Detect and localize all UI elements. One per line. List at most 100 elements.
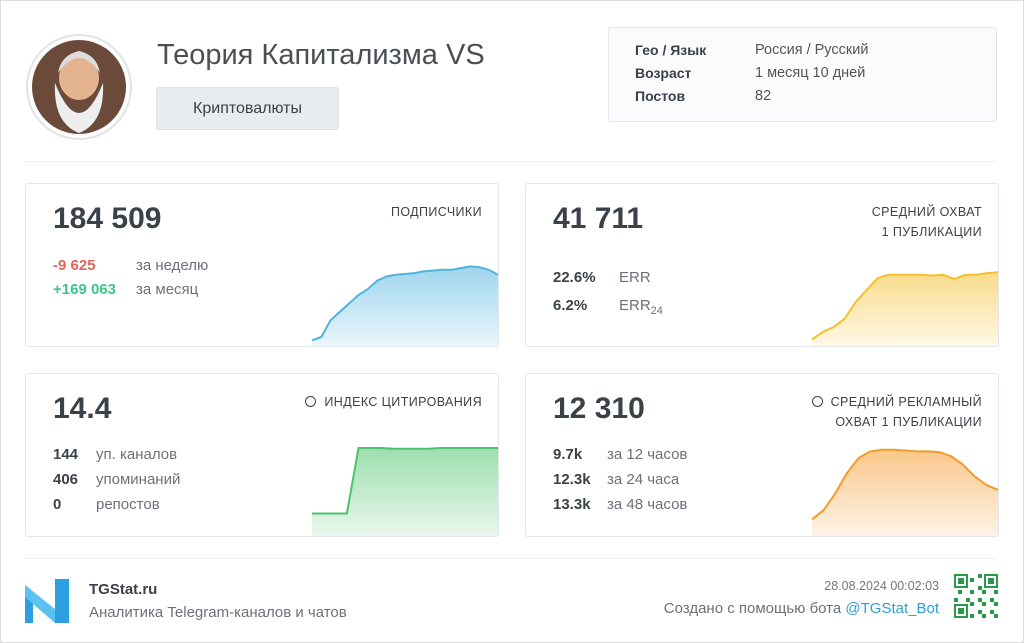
stat-value: 12.3k <box>553 471 591 488</box>
stat-card: 12 310 СРЕДНИЙ РЕКЛАМНЫЙ ОХВАТ 1 ПУБЛИКАЦИ… <box>525 373 999 537</box>
qr-cell <box>990 610 994 614</box>
sparkline-line <box>312 447 498 515</box>
stat-label: ERR <box>619 269 651 286</box>
info-label: Гео / Язык <box>635 42 707 58</box>
stat-label-text: за 48 часов <box>607 496 688 513</box>
card-heading: СРЕДНИЙ РЕКЛАМНЫЙ ОХВАТ 1 ПУБЛИКАЦИИ <box>811 392 982 432</box>
stat-card: 41 711 СРЕДНИЙ ОХВАТ 1 ПУБЛИКАЦИИ 22.6% ERR 6… <box>525 183 999 347</box>
qr-finder <box>984 574 998 588</box>
stat-value: +169 063 <box>53 281 116 298</box>
stat-value: 0 <box>53 496 62 513</box>
heading-line: ОХВАТ 1 ПУБЛИКАЦИИ <box>812 412 982 432</box>
created-text: Создано с помощью бота <box>663 600 842 617</box>
stat-card: 14.4 ИНДЕКС ЦИТИРОВАНИЯ 144 уп. каналов 406 у… <box>25 373 499 537</box>
heading-line: СРЕДНИЙ ОХВАТ <box>872 202 982 222</box>
heading-line: ПОДПИСЧИКИ <box>391 202 482 222</box>
stat-card: 184 509 ПОДПИСЧИКИ -9 625 за неделю +169 063… <box>25 183 499 347</box>
qr-finder <box>988 578 994 584</box>
heading-line: ИНДЕКС ЦИТИРОВАНИЯ <box>305 392 482 412</box>
qr-cell <box>994 602 998 606</box>
stat-value: -9 625 <box>53 257 96 274</box>
heading-line: 1 ПУБЛИКАЦИИ <box>872 222 982 242</box>
qr-cell <box>978 574 982 578</box>
sparkline-line <box>312 265 498 342</box>
stat-label-text: за неделю <box>136 257 209 274</box>
qr-code <box>954 574 998 618</box>
qr-finder <box>954 604 968 618</box>
stat-label-text: за 24 часа <box>607 471 680 488</box>
separator <box>25 558 997 559</box>
heading-text: ОХВАТ 1 ПУБЛИКАЦИИ <box>835 415 982 429</box>
sparkline <box>812 448 998 536</box>
stat-label: за 24 часа <box>607 471 679 488</box>
stat-value: 9.7k <box>553 446 583 463</box>
info-value: 1 месяц 10 дней <box>755 65 866 81</box>
sparkline-area <box>812 449 998 536</box>
avatar <box>26 34 132 140</box>
card-heading: СРЕДНИЙ ОХВАТ 1 ПУБЛИКАЦИИ <box>872 202 982 242</box>
main-value: 41 711 <box>553 202 644 235</box>
sparkline-area <box>312 266 498 346</box>
stat-label: за месяц <box>136 281 198 298</box>
card-heading: ИНДЕКС ЦИТИРОВАНИЯ <box>305 392 482 412</box>
qr-cell <box>970 614 974 618</box>
info-value: Россия / Русский <box>755 42 869 58</box>
card-heading: ПОДПИСЧИКИ <box>391 202 482 222</box>
stat-value: 22.6% <box>553 269 596 286</box>
help-icon <box>305 396 317 407</box>
stat-label: репостов <box>96 496 160 513</box>
qr-cell <box>970 578 974 582</box>
stat-value: 144 <box>53 446 79 463</box>
qr-finder <box>954 574 968 588</box>
stat-value: 6.2% <box>553 297 588 314</box>
heading-text: ИНДЕКС ЦИТИРОВАНИЯ <box>324 395 482 409</box>
sparkline-area <box>812 272 998 346</box>
separator <box>25 161 997 162</box>
heading-text: ПОДПИСЧИКИ <box>390 205 482 219</box>
logo <box>25 579 69 623</box>
brand[interactable]: TGStat.ru <box>89 581 158 598</box>
sparkline-area <box>312 448 498 536</box>
stat-label-sub: 24 <box>650 305 663 317</box>
qr-cell <box>994 614 998 618</box>
stat-label-text: ERR <box>619 269 651 286</box>
stat-label-text: уп. каналов <box>96 446 178 463</box>
qr-cell <box>990 598 994 602</box>
sparkline-line <box>812 448 998 521</box>
stat-label-text: за месяц <box>136 281 199 298</box>
category-tag[interactable]: Криптовалюты <box>156 87 339 130</box>
help-icon <box>811 396 823 407</box>
stat-label-text: упоминаний <box>96 471 181 488</box>
heading-line: СРЕДНИЙ РЕКЛАМНЫЙ <box>811 392 982 412</box>
sparkline <box>312 265 498 346</box>
qr-cell <box>958 590 962 594</box>
channel-title: Теория Капитализма VS <box>157 39 485 71</box>
stat-label: за неделю <box>136 257 208 274</box>
heading-text: СРЕДНИЙ ОХВАТ <box>871 205 982 219</box>
heading-text: 1 ПУБЛИКАЦИИ <box>881 225 982 239</box>
stat-label-text: за 12 часов <box>607 446 688 463</box>
sparkline <box>812 271 998 346</box>
stat-label: уп. каналов <box>96 446 177 463</box>
qr-cell <box>970 602 974 606</box>
qr-cell <box>982 590 986 594</box>
stat-label: за 12 часов <box>607 446 687 463</box>
qr-cell <box>954 598 958 602</box>
stat-label-text: ERR <box>619 297 651 314</box>
sparkline-line <box>812 271 998 341</box>
qr-finder <box>958 578 964 584</box>
timestamp: 28.08.2024 00:02:03 <box>824 579 939 593</box>
main-value: 12 310 <box>553 392 645 425</box>
tagline: Аналитика Telegram-каналов и чатов <box>89 604 347 621</box>
bot-link[interactable]: @TGStat_Bot <box>845 600 939 617</box>
stat-value: 406 <box>53 471 79 488</box>
stat-label: ERR24 <box>619 297 663 317</box>
stat-label: упоминаний <box>96 471 180 488</box>
stat-label-text: репостов <box>96 496 160 513</box>
qr-finder <box>958 608 964 614</box>
qr-cell <box>994 590 998 594</box>
info-label: Постов <box>635 88 686 104</box>
qr-cell <box>978 610 982 614</box>
qr-cell <box>982 602 986 606</box>
